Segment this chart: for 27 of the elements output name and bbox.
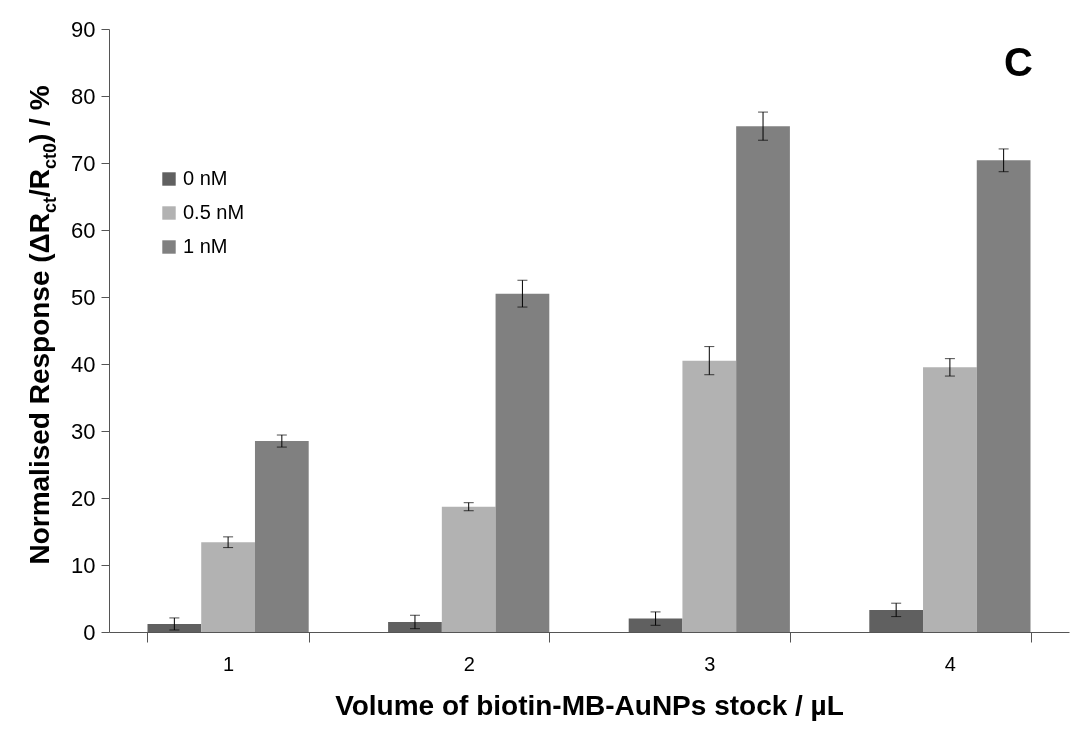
y-tick-label: 50 [71, 284, 96, 310]
annotation: C [1004, 40, 1033, 85]
y-tick-label: 20 [71, 485, 96, 511]
y-tick-label: 30 [71, 418, 96, 444]
bar [495, 293, 550, 632]
y-tick-label: 90 [71, 16, 96, 42]
bar [254, 441, 309, 632]
legend-label: 1 nM [183, 235, 228, 257]
bar [201, 542, 255, 632]
x-tick-label: 4 [944, 652, 956, 675]
x-tick-label: 1 [223, 652, 235, 675]
bar [736, 126, 790, 632]
x-tick-label: 3 [704, 652, 716, 675]
x-tick-label: 2 [463, 652, 475, 675]
bar [441, 506, 496, 632]
bar [682, 360, 737, 632]
bar [976, 160, 1031, 632]
y-tick-label: 60 [71, 217, 96, 243]
y-tick-label: 40 [71, 351, 96, 377]
bar [923, 367, 977, 632]
legend-label: 0.5 nM [183, 201, 245, 223]
y-tick-label: 80 [71, 83, 96, 109]
y-tick-label: 70 [71, 150, 96, 176]
y-tick-label: 10 [71, 552, 96, 578]
x-axis-title: Volume of biotin-MB-AuNPs stock / µL [335, 689, 844, 721]
legend-label: 0 nM [183, 167, 228, 189]
y-tick-label: 0 [83, 619, 96, 645]
